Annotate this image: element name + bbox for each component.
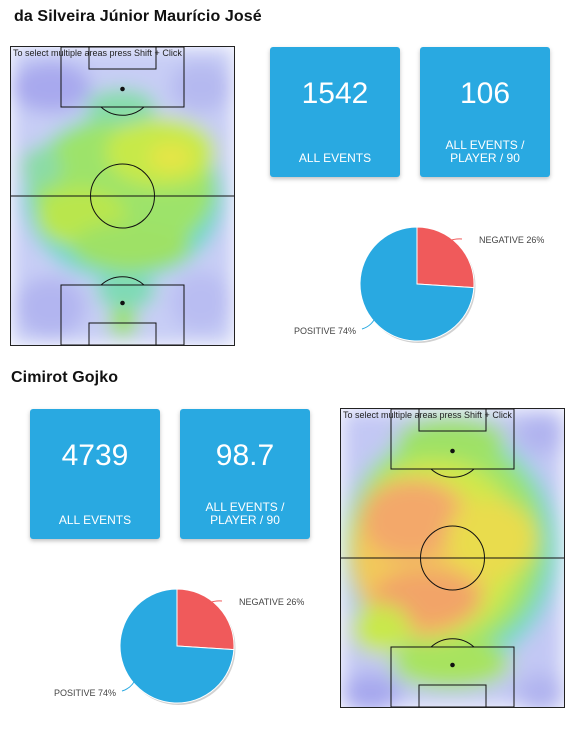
events-per90-card[interactable]: 98.7 ALL EVENTS / PLAYER / 90 [180,409,310,539]
events-per90-label: ALL EVENTS / PLAYER / 90 [445,138,525,165]
all-events-card[interactable]: 1542 ALL EVENTS [270,47,400,177]
all-events-value: 4739 [61,439,129,472]
heatmap-layer [11,47,234,345]
positive-label: POSITIVE 74% [54,688,117,698]
negative-label: NEGATIVE 26% [479,235,545,245]
all-events-card[interactable]: 4739 ALL EVENTS [30,409,160,539]
sentiment-pie-chart[interactable] [115,584,245,714]
positive-leader-line [361,315,377,330]
heatmap-canvas[interactable] [11,47,234,345]
events-per90-label: ALL EVENTS / PLAYER / 90 [205,500,285,527]
events-per90-value: 106 [459,77,511,110]
heatmap-canvas[interactable] [341,409,564,707]
player-name: Cimirot Gojko [11,369,119,386]
pie-slice-positive[interactable] [119,588,235,704]
heatmap-hint: To select multiple areas press Shift + C… [13,48,182,58]
positive-label: POSITIVE 74% [294,326,357,336]
player-name: da Silveira Júnior Maurício José [14,8,262,25]
all-events-label: ALL EVENTS [58,513,132,527]
events-per90-value: 98.7 [215,439,275,472]
all-events-value: 1542 [301,77,369,110]
pie-slice-negative[interactable] [176,588,235,651]
pie-slice-negative[interactable] [416,226,475,289]
pie-slice-positive[interactable] [359,226,475,342]
heatmap-layer [341,409,564,707]
pitch-lines [341,409,564,707]
pitch-heatmap[interactable]: To select multiple areas press Shift + C… [10,46,235,346]
negative-leader-line [201,600,223,609]
pitch-lines [11,47,234,345]
events-per90-card[interactable]: 106 ALL EVENTS / PLAYER / 90 [420,47,550,177]
heatmap-hint: To select multiple areas press Shift + C… [343,410,512,420]
pitch-heatmap[interactable]: To select multiple areas press Shift + C… [340,408,565,708]
positive-leader-line [121,677,137,692]
negative-leader-line [441,238,463,247]
all-events-label: ALL EVENTS [298,151,372,165]
sentiment-pie-chart[interactable] [355,222,485,352]
negative-label: NEGATIVE 26% [239,597,305,607]
